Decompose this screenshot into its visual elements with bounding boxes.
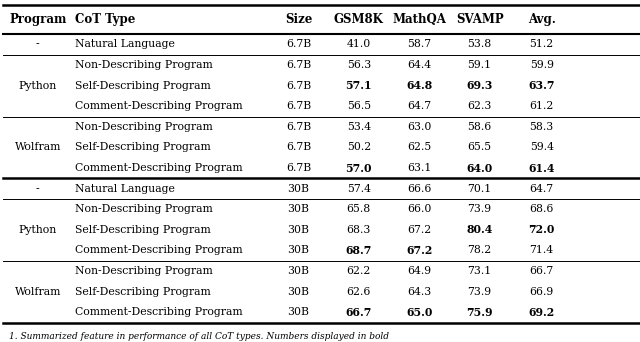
Text: 30B: 30B bbox=[287, 307, 309, 317]
Text: Program: Program bbox=[9, 13, 67, 26]
Text: 58.7: 58.7 bbox=[407, 39, 431, 49]
Text: Python: Python bbox=[19, 81, 57, 91]
Text: Comment-Describing Program: Comment-Describing Program bbox=[75, 163, 243, 173]
Text: -: - bbox=[36, 184, 40, 194]
Text: 30B: 30B bbox=[287, 184, 309, 194]
Text: Self-Describing Program: Self-Describing Program bbox=[75, 142, 211, 153]
Text: 66.7: 66.7 bbox=[529, 266, 554, 276]
Text: 59.1: 59.1 bbox=[468, 60, 492, 70]
Text: 6.7B: 6.7B bbox=[286, 39, 311, 49]
Text: 63.1: 63.1 bbox=[407, 163, 431, 173]
Text: 63.7: 63.7 bbox=[529, 80, 555, 91]
Text: GSM8K: GSM8K bbox=[334, 13, 384, 26]
Text: 30B: 30B bbox=[287, 204, 309, 214]
Text: 72.0: 72.0 bbox=[529, 224, 555, 235]
Text: 78.2: 78.2 bbox=[468, 246, 492, 255]
Text: 57.0: 57.0 bbox=[346, 162, 372, 173]
Text: 68.7: 68.7 bbox=[346, 245, 372, 256]
Text: Comment-Describing Program: Comment-Describing Program bbox=[75, 246, 243, 255]
Text: 53.8: 53.8 bbox=[468, 39, 492, 49]
Text: 66.9: 66.9 bbox=[529, 287, 554, 297]
Text: Avg.: Avg. bbox=[528, 13, 556, 26]
Text: 66.6: 66.6 bbox=[407, 184, 431, 194]
Text: CoT Type: CoT Type bbox=[75, 13, 135, 26]
Text: 59.9: 59.9 bbox=[530, 60, 554, 70]
Text: 67.2: 67.2 bbox=[406, 245, 433, 256]
Text: 68.6: 68.6 bbox=[529, 204, 554, 214]
Text: Self-Describing Program: Self-Describing Program bbox=[75, 225, 211, 235]
Text: -: - bbox=[36, 39, 40, 49]
Text: Comment-Describing Program: Comment-Describing Program bbox=[75, 307, 243, 317]
Text: 64.9: 64.9 bbox=[407, 266, 431, 276]
Text: 56.3: 56.3 bbox=[347, 60, 371, 70]
Text: 6.7B: 6.7B bbox=[286, 163, 311, 173]
Text: Self-Describing Program: Self-Describing Program bbox=[75, 81, 211, 91]
Text: 6.7B: 6.7B bbox=[286, 60, 311, 70]
Text: 6.7B: 6.7B bbox=[286, 101, 311, 111]
Text: Non-Describing Program: Non-Describing Program bbox=[75, 204, 212, 214]
Text: 64.3: 64.3 bbox=[407, 287, 431, 297]
Text: 50.2: 50.2 bbox=[347, 142, 371, 153]
Text: 73.9: 73.9 bbox=[468, 204, 492, 214]
Text: 59.4: 59.4 bbox=[530, 142, 554, 153]
Text: 64.4: 64.4 bbox=[407, 60, 431, 70]
Text: 57.1: 57.1 bbox=[346, 80, 372, 91]
Text: 6.7B: 6.7B bbox=[286, 142, 311, 153]
Text: 62.2: 62.2 bbox=[347, 266, 371, 276]
Text: Size: Size bbox=[285, 13, 312, 26]
Text: Python: Python bbox=[19, 225, 57, 235]
Text: 30B: 30B bbox=[287, 246, 309, 255]
Text: 64.0: 64.0 bbox=[467, 162, 493, 173]
Text: 6.7B: 6.7B bbox=[286, 122, 311, 132]
Text: 65.8: 65.8 bbox=[347, 204, 371, 214]
Text: 61.4: 61.4 bbox=[529, 162, 555, 173]
Text: SVAMP: SVAMP bbox=[456, 13, 504, 26]
Text: 66.7: 66.7 bbox=[346, 307, 372, 318]
Text: 57.4: 57.4 bbox=[347, 184, 371, 194]
Text: 6.7B: 6.7B bbox=[286, 81, 311, 91]
Text: 30B: 30B bbox=[287, 225, 309, 235]
Text: Comment-Describing Program: Comment-Describing Program bbox=[75, 101, 243, 111]
Text: 56.5: 56.5 bbox=[347, 101, 371, 111]
Text: 73.1: 73.1 bbox=[468, 266, 492, 276]
Text: 64.7: 64.7 bbox=[407, 101, 431, 111]
Text: Wolfram: Wolfram bbox=[15, 287, 61, 297]
Text: 69.3: 69.3 bbox=[467, 80, 493, 91]
Text: 80.4: 80.4 bbox=[467, 224, 493, 235]
Text: Non-Describing Program: Non-Describing Program bbox=[75, 266, 212, 276]
Text: Self-Describing Program: Self-Describing Program bbox=[75, 287, 211, 297]
Text: 62.3: 62.3 bbox=[467, 101, 492, 111]
Text: Natural Language: Natural Language bbox=[75, 39, 175, 49]
Text: 66.0: 66.0 bbox=[407, 204, 431, 214]
Text: 30B: 30B bbox=[287, 287, 309, 297]
Text: 62.5: 62.5 bbox=[407, 142, 431, 153]
Text: 53.4: 53.4 bbox=[347, 122, 371, 132]
Text: MathQA: MathQA bbox=[392, 13, 446, 26]
Text: 51.2: 51.2 bbox=[529, 39, 554, 49]
Text: 58.6: 58.6 bbox=[468, 122, 492, 132]
Text: 75.9: 75.9 bbox=[467, 307, 493, 318]
Text: Natural Language: Natural Language bbox=[75, 184, 175, 194]
Text: 73.9: 73.9 bbox=[468, 287, 492, 297]
Text: 30B: 30B bbox=[287, 266, 309, 276]
Text: 62.6: 62.6 bbox=[347, 287, 371, 297]
Text: Wolfram: Wolfram bbox=[15, 142, 61, 153]
Text: Non-Describing Program: Non-Describing Program bbox=[75, 122, 212, 132]
Text: 65.0: 65.0 bbox=[406, 307, 433, 318]
Text: 70.1: 70.1 bbox=[468, 184, 492, 194]
Text: 61.2: 61.2 bbox=[529, 101, 554, 111]
Text: 65.5: 65.5 bbox=[468, 142, 492, 153]
Text: 63.0: 63.0 bbox=[407, 122, 431, 132]
Text: Non-Describing Program: Non-Describing Program bbox=[75, 60, 212, 70]
Text: 58.3: 58.3 bbox=[529, 122, 554, 132]
Text: 1. Summarized feature in performance of all CoT types. Numbers displayed in bold: 1. Summarized feature in performance of … bbox=[9, 332, 389, 341]
Text: 64.7: 64.7 bbox=[529, 184, 554, 194]
Text: 69.2: 69.2 bbox=[529, 307, 555, 318]
Text: 64.8: 64.8 bbox=[406, 80, 433, 91]
Text: 67.2: 67.2 bbox=[407, 225, 431, 235]
Text: 68.3: 68.3 bbox=[347, 225, 371, 235]
Text: 41.0: 41.0 bbox=[347, 39, 371, 49]
Text: 71.4: 71.4 bbox=[529, 246, 554, 255]
